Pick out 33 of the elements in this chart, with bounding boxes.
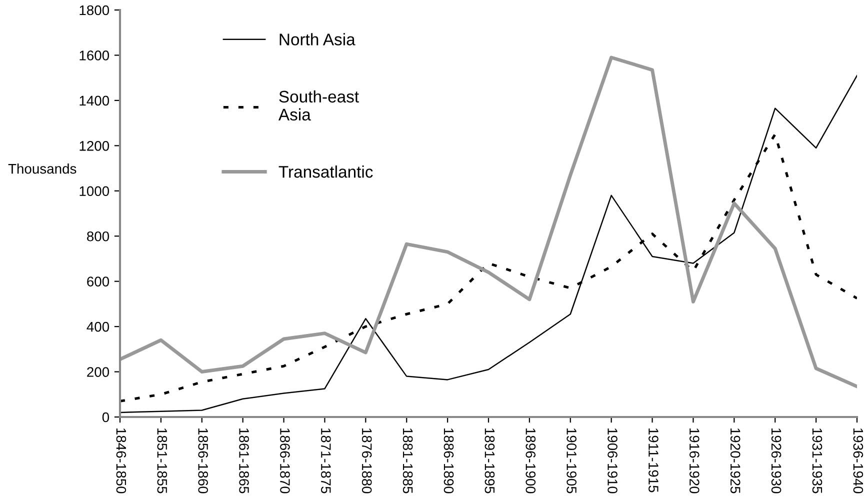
x-tick-label: 1881-1885 (402, 428, 413, 494)
y-tick-label: 400 (86, 322, 110, 332)
x-tick-label: 1931-1935 (812, 428, 822, 494)
y-tick-label: 1200 (80, 141, 110, 151)
x-tick-label: 1901-1905 (566, 428, 576, 494)
x-tick-label: 1906-1910 (608, 428, 618, 494)
y-tick-label: 200 (87, 367, 110, 377)
y-tick-label: 1600 (80, 50, 110, 60)
y-axis-title: Thousands (8, 164, 76, 174)
y-tick-label: 600 (87, 276, 110, 287)
x-tick-label: 1866-1870 (280, 428, 290, 494)
x-tick-label: 1876-1880 (362, 428, 372, 494)
x-tick-label: 1926-1930 (771, 428, 782, 494)
y-tick-label: 800 (87, 231, 110, 242)
x-tick-label: 1891-1895 (484, 428, 495, 494)
y-tick-label: 0 (102, 412, 110, 422)
x-tick-label: 1936-1940 (853, 428, 864, 494)
x-tick-label: 1851-1855 (157, 428, 168, 494)
x-tick-label: 1856-1860 (198, 428, 208, 494)
x-tick-label: 1916-1920 (689, 428, 700, 494)
y-tick-label: 1000 (80, 186, 110, 196)
x-tick-label: 1911-1915 (648, 428, 658, 492)
x-tick-label: 1896-1900 (526, 428, 536, 494)
x-tick-label: 1861-1865 (239, 428, 249, 494)
legend-label: Transatlantic (278, 166, 373, 178)
y-tick-label: 1400 (80, 96, 110, 106)
legend-label: North Asia (280, 33, 356, 46)
legend-label: South-east Asia (278, 90, 359, 121)
x-tick-label: 1920-1925 (730, 428, 740, 494)
x-tick-label: 1886-1890 (444, 428, 454, 494)
x-tick-label: 1871-1875 (320, 428, 331, 494)
y-tick-label: 1800 (80, 5, 110, 16)
x-tick-label: 1846-1850 (116, 428, 126, 494)
